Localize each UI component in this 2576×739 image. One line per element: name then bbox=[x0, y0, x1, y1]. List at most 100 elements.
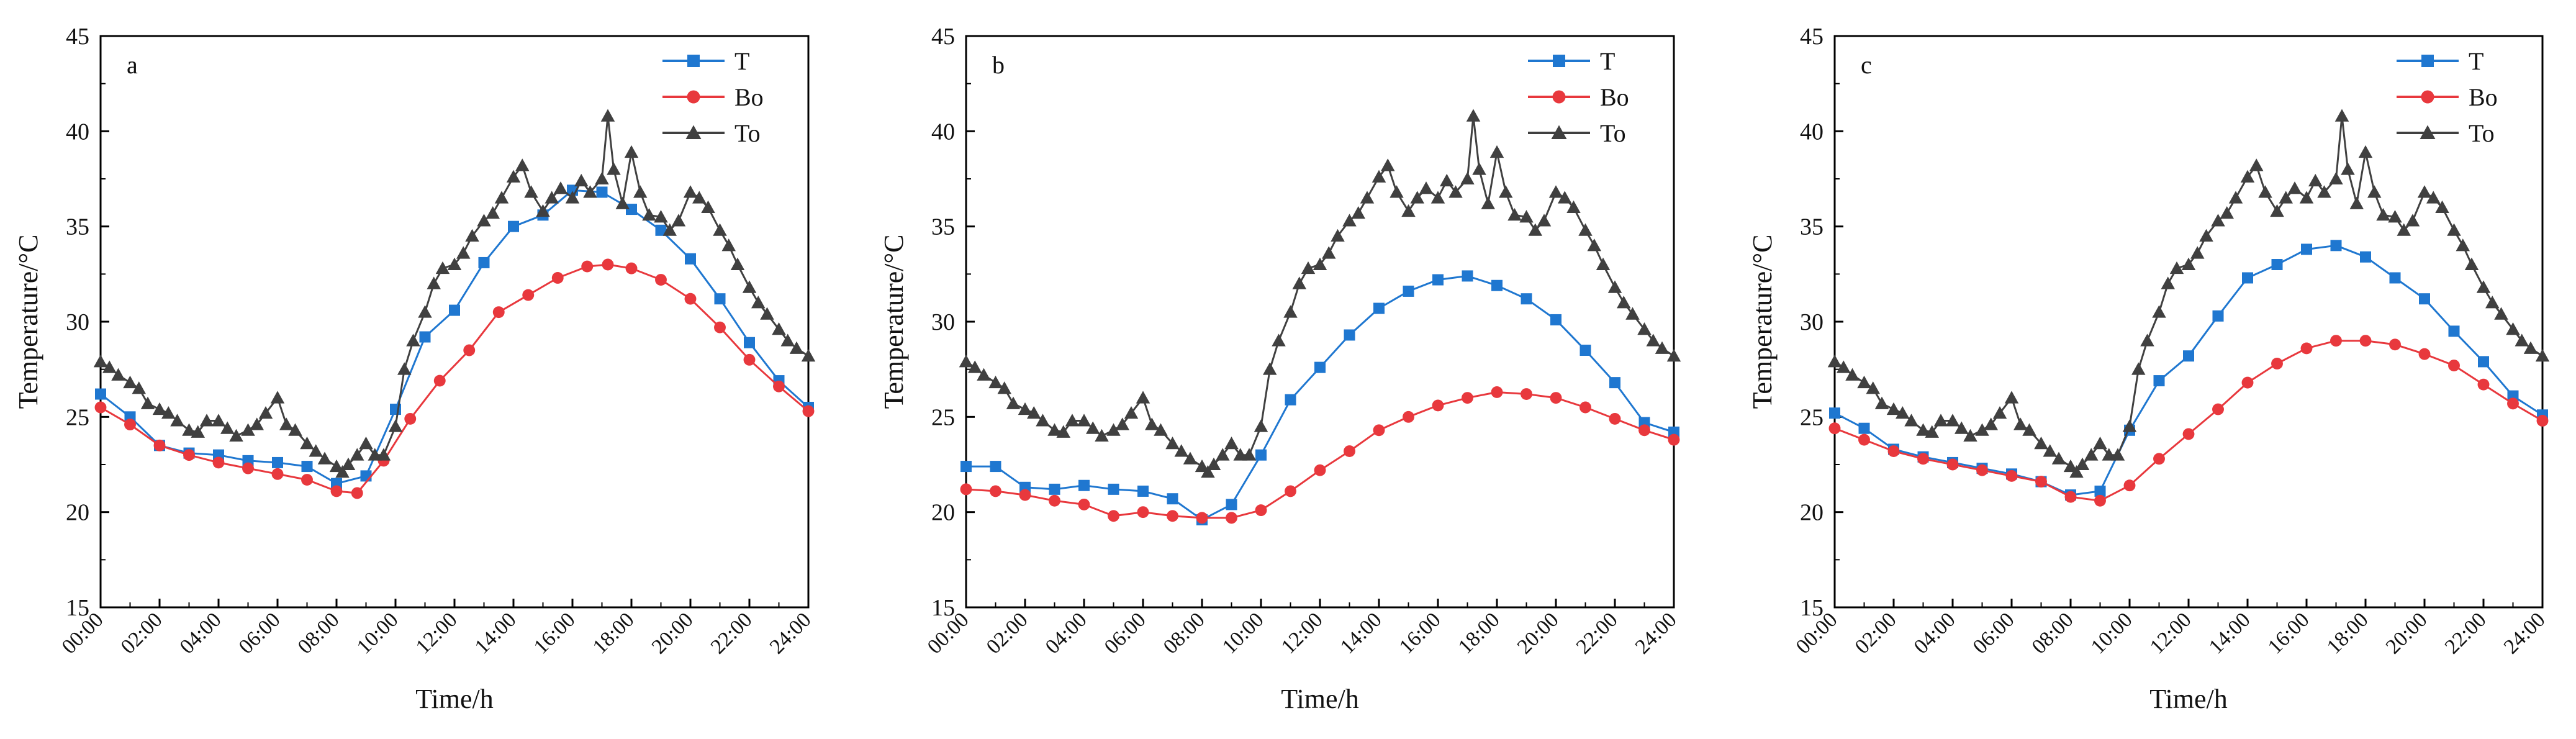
data-point-T bbox=[449, 304, 460, 316]
y-tick-label: 15 bbox=[1800, 595, 1824, 621]
data-point-Bo bbox=[492, 306, 505, 319]
y-axis-title: Temperature/°C bbox=[13, 235, 43, 409]
legend-label-To: To bbox=[1600, 119, 1626, 147]
data-point-To bbox=[1201, 465, 1215, 478]
data-point-To bbox=[1106, 423, 1121, 436]
data-point-To bbox=[624, 145, 639, 158]
y-tick-label: 45 bbox=[931, 24, 955, 50]
data-point-Bo bbox=[271, 468, 284, 480]
data-point-To bbox=[2043, 444, 2057, 457]
y-tick-label: 30 bbox=[1800, 309, 1824, 335]
data-point-To bbox=[2358, 145, 2373, 158]
data-point-Bo bbox=[743, 353, 756, 366]
data-point-Bo bbox=[2359, 335, 2372, 347]
x-tick-label: 12:00 bbox=[412, 608, 462, 658]
data-point-To bbox=[1272, 333, 1286, 347]
data-point-T bbox=[1462, 270, 1473, 282]
data-point-T bbox=[960, 461, 972, 473]
data-point-To bbox=[427, 276, 441, 289]
data-point-Bo bbox=[2389, 338, 2401, 351]
data-point-To bbox=[1655, 341, 1670, 354]
data-point-T bbox=[508, 220, 519, 232]
data-point-To bbox=[1301, 261, 1316, 274]
data-point-Bo bbox=[2241, 376, 2254, 389]
series-line-Bo bbox=[100, 263, 809, 494]
legend-label-To: To bbox=[2469, 119, 2495, 147]
data-point-Bo bbox=[301, 474, 313, 486]
data-point-To bbox=[1857, 375, 1871, 389]
data-point-Bo bbox=[581, 260, 594, 273]
data-point-To bbox=[2341, 162, 2355, 175]
plot-frame bbox=[99, 35, 810, 609]
data-point-Bo bbox=[2300, 342, 2313, 355]
data-point-To bbox=[1360, 191, 1375, 204]
data-point-T bbox=[95, 388, 106, 400]
data-point-To bbox=[486, 206, 500, 219]
data-point-To bbox=[1292, 276, 1306, 289]
data-point-Bo bbox=[1019, 489, 1031, 501]
data-point-To bbox=[2388, 210, 2402, 223]
y-tick-label: 35 bbox=[931, 214, 955, 240]
data-point-To bbox=[2417, 185, 2432, 198]
data-point-To bbox=[583, 185, 597, 198]
data-point-To bbox=[1322, 246, 1336, 259]
x-tick-label: 24:00 bbox=[2500, 608, 2550, 658]
data-point-Bo bbox=[1946, 458, 1959, 471]
data-point-T bbox=[744, 337, 755, 348]
data-point-To bbox=[1195, 459, 1209, 473]
data-point-Bo bbox=[242, 462, 254, 474]
data-point-To bbox=[152, 402, 167, 415]
data-point-To bbox=[2506, 322, 2520, 335]
data-point-To bbox=[182, 423, 196, 436]
data-point-T bbox=[301, 461, 313, 473]
data-point-To bbox=[1827, 355, 1842, 368]
data-point-Bo bbox=[990, 485, 1001, 497]
data-point-To bbox=[2022, 423, 2036, 436]
legend: T Bo To bbox=[1528, 47, 1629, 147]
x-tick-label: 20:00 bbox=[1513, 608, 1563, 658]
data-point-To bbox=[1331, 229, 1345, 242]
x-tick-label: 06:00 bbox=[235, 608, 285, 658]
x-tick-label: 06:00 bbox=[1100, 608, 1150, 658]
data-point-To bbox=[615, 196, 630, 209]
data-point-To bbox=[1254, 419, 1268, 432]
data-point-To bbox=[2287, 181, 2302, 194]
data-point-To bbox=[2334, 109, 2349, 122]
data-point-To bbox=[1489, 145, 1504, 158]
data-point-Bo bbox=[153, 439, 166, 451]
data-point-To bbox=[270, 391, 285, 404]
data-point-Bo bbox=[1521, 388, 1532, 400]
x-tick-label: 16:00 bbox=[1395, 608, 1445, 658]
data-point-To bbox=[170, 414, 184, 427]
data-point-T bbox=[2301, 243, 2312, 255]
data-point-To bbox=[1933, 414, 1948, 427]
x-tick-label: 24:00 bbox=[766, 608, 816, 658]
data-point-To bbox=[565, 191, 580, 204]
data-point-To bbox=[1925, 425, 1939, 438]
data-point-T bbox=[714, 293, 726, 305]
data-point-To bbox=[220, 421, 235, 434]
data-point-T bbox=[1858, 422, 1870, 434]
data-point-To bbox=[553, 181, 568, 194]
legend-marker-Bo bbox=[687, 90, 700, 104]
data-point-Bo bbox=[522, 289, 535, 301]
data-point-To bbox=[1440, 173, 1454, 187]
data-point-To bbox=[140, 396, 155, 409]
x-tick-label: 18:00 bbox=[2323, 608, 2373, 658]
data-point-To bbox=[191, 425, 205, 438]
data-point-To bbox=[1154, 423, 1168, 436]
data-point-Bo bbox=[2418, 348, 2431, 360]
data-point-To bbox=[2211, 214, 2225, 227]
data-point-T bbox=[2330, 240, 2342, 252]
data-point-To bbox=[633, 185, 648, 198]
data-point-T bbox=[655, 224, 667, 236]
data-point-To bbox=[494, 191, 509, 204]
data-point-To bbox=[2329, 171, 2343, 184]
y-tick-label: 45 bbox=[1800, 24, 1824, 50]
data-point-To bbox=[772, 322, 786, 335]
data-point-Bo bbox=[684, 292, 697, 305]
x-tick-label: 22:00 bbox=[1572, 608, 1622, 658]
data-point-To bbox=[2258, 185, 2272, 198]
x-tick-label: 08:00 bbox=[1159, 608, 1209, 658]
